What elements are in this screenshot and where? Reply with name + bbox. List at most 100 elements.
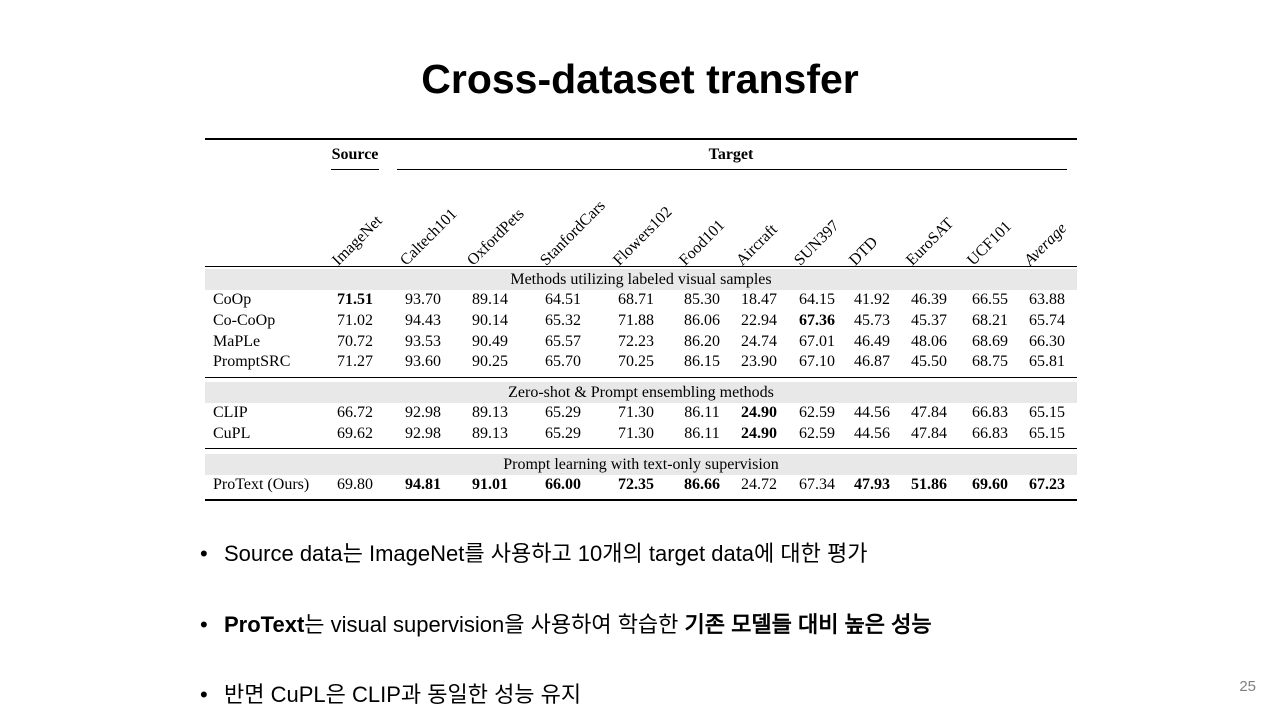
table-cell: 69.80	[333, 475, 377, 495]
column-header: UCF101	[964, 218, 1016, 270]
table-cell: 66.72	[333, 403, 377, 423]
table-cell: 86.66	[680, 475, 724, 495]
bullet-text-bold: 기존 모델들 대비 높은 성능	[685, 612, 932, 637]
table-cell: 45.73	[850, 311, 894, 331]
column-header: SUN397	[791, 217, 843, 269]
table-cell: 18.47	[737, 290, 781, 310]
table-cell: 92.98	[401, 424, 445, 444]
table-cell: 22.94	[737, 311, 781, 331]
table-cell: 71.02	[333, 311, 377, 331]
table-cell: 71.30	[614, 403, 658, 423]
column-header: Average	[1021, 220, 1071, 270]
table-cell: 65.81	[1025, 352, 1069, 372]
table-cell: 64.15	[795, 290, 839, 310]
table-cell: 47.84	[907, 424, 951, 444]
table-cell: 86.15	[680, 352, 724, 372]
method-name: CuPL	[213, 424, 250, 444]
table-cell: 67.23	[1025, 475, 1069, 495]
table-cell: 65.57	[541, 332, 585, 352]
table-cell: 72.23	[614, 332, 658, 352]
table-cell: 71.30	[614, 424, 658, 444]
table-cell: 65.32	[541, 311, 585, 331]
table-cell: 24.74	[737, 332, 781, 352]
bullet-text-bold: ProText	[224, 612, 304, 637]
column-header: Caltech101	[397, 205, 461, 269]
method-name: CLIP	[213, 403, 248, 423]
bullet-text: 는 visual supervision을 사용하여 학습한	[304, 612, 684, 637]
method-name: MaPLe	[213, 332, 260, 352]
source-header: Source	[323, 146, 387, 164]
table-cell: 47.84	[907, 403, 951, 423]
table-cell: 69.62	[333, 424, 377, 444]
table-cell: 94.43	[401, 311, 445, 331]
bullet-item: • Source data는 ImageNet를 사용하고 10개의 target…	[200, 536, 867, 568]
table-bottom-rule	[205, 499, 1077, 501]
table-cell: 66.83	[968, 424, 1012, 444]
column-header: Food101	[676, 217, 729, 270]
table-cell: 66.55	[968, 290, 1012, 310]
column-header: ImageNet	[329, 212, 386, 269]
group-separator-rule	[205, 377, 1077, 378]
table-cell: 65.29	[541, 403, 585, 423]
bullet-item: • 반면 CuPL은 CLIP과 동일한 성능 유지	[200, 677, 581, 709]
table-cell: 67.34	[795, 475, 839, 495]
table-cell: 72.35	[614, 475, 658, 495]
table-cell: 66.00	[541, 475, 585, 495]
table-cell: 68.71	[614, 290, 658, 310]
header-bottom-rule	[205, 266, 1077, 267]
group-separator-rule	[205, 448, 1077, 449]
table-cell: 69.60	[968, 475, 1012, 495]
table-cell: 68.21	[968, 311, 1012, 331]
table-cell: 46.49	[850, 332, 894, 352]
method-name: CoOp	[213, 290, 251, 310]
method-name: PromptSRC	[213, 352, 290, 372]
table-cell: 86.11	[680, 424, 724, 444]
table-cell: 41.92	[850, 290, 894, 310]
table-cell: 71.88	[614, 311, 658, 331]
bullet-dot-icon: •	[200, 541, 224, 567]
table-cell: 44.56	[850, 424, 894, 444]
table-cell: 66.83	[968, 403, 1012, 423]
method-name: ProText (Ours)	[213, 475, 309, 495]
table-cell: 70.25	[614, 352, 658, 372]
table-cell: 68.75	[968, 352, 1012, 372]
table-cell: 65.74	[1025, 311, 1069, 331]
table-cell: 67.01	[795, 332, 839, 352]
table-cell: 65.15	[1025, 424, 1069, 444]
table-cell: 24.72	[737, 475, 781, 495]
table-cell: 90.14	[468, 311, 512, 331]
column-header: DTD	[846, 234, 882, 270]
column-header: StanfordCars	[537, 197, 609, 269]
table-cell: 24.90	[737, 403, 781, 423]
column-header: Aircraft	[733, 221, 782, 270]
table-cell: 86.11	[680, 403, 724, 423]
table-cell: 89.14	[468, 290, 512, 310]
table-cell: 90.25	[468, 352, 512, 372]
table-cell: 71.51	[333, 290, 377, 310]
table-cell: 24.90	[737, 424, 781, 444]
table-cell: 44.56	[850, 403, 894, 423]
table-cell: 66.30	[1025, 332, 1069, 352]
table-cell: 92.98	[401, 403, 445, 423]
table-cell: 23.90	[737, 352, 781, 372]
table-cell: 65.29	[541, 424, 585, 444]
table-cell: 67.36	[795, 311, 839, 331]
table-cell: 51.86	[907, 475, 951, 495]
table-cell: 86.20	[680, 332, 724, 352]
slide-title: Cross-dataset transfer	[0, 56, 1280, 103]
table-top-rule	[205, 138, 1077, 140]
table-cell: 45.50	[907, 352, 951, 372]
table-cell: 93.60	[401, 352, 445, 372]
table-cell: 62.59	[795, 403, 839, 423]
table-cell: 47.93	[850, 475, 894, 495]
table-cell: 65.70	[541, 352, 585, 372]
table-cell: 91.01	[468, 475, 512, 495]
column-header: EuroSAT	[903, 215, 958, 270]
table-cell: 94.81	[401, 475, 445, 495]
table-cell: 90.49	[468, 332, 512, 352]
column-header: OxfordPets	[464, 205, 528, 269]
table-cell: 93.53	[401, 332, 445, 352]
bullet-dot-icon: •	[200, 612, 224, 638]
group-title: Methods utilizing labeled visual samples	[205, 269, 1077, 290]
table-cell: 48.06	[907, 332, 951, 352]
